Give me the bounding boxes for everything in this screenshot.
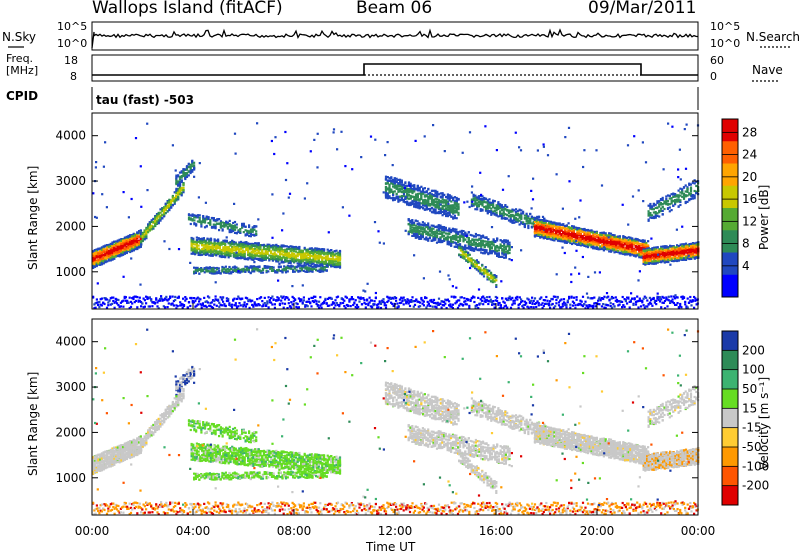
nave-tick-0: 0 (710, 70, 717, 83)
ytick-label: 2000 (55, 425, 86, 439)
colorbar-swatch (722, 230, 738, 253)
xtick-label: 04:00 (176, 524, 211, 538)
colorbar-swatch (722, 185, 738, 209)
power-yticks: 4000 3000 2000 1000 (55, 129, 698, 279)
xtick-label: 00:00 (75, 524, 110, 538)
freq-unit: [MHz] (6, 64, 38, 77)
colorbar-swatch (722, 119, 738, 142)
colorbar-tick-label: 8 (742, 237, 750, 251)
freq-label: Freq. (6, 52, 33, 65)
colorbar-tick-label: 50 (742, 382, 757, 396)
colorbar-swatch (722, 331, 738, 351)
xtick-label: 00:00 (681, 524, 716, 538)
colorbar-swatch (722, 447, 738, 467)
velocity-yticks: 4000 3000 2000 1000 (55, 335, 698, 485)
xtick-label: 12:00 (378, 524, 413, 538)
ytick-label: 4000 (55, 335, 86, 349)
colorbar-swatch (722, 408, 738, 429)
colorbar-swatch (722, 208, 738, 231)
power-colorbar-label: Power [dB] (757, 185, 771, 250)
colorbar-swatch (722, 427, 738, 448)
power-frame (91, 112, 699, 310)
cpid-text: tau (fast) -503 (96, 93, 194, 107)
velocity-panel: 4000 3000 2000 1000 Slant Range [km] 200 100… (26, 303, 771, 554)
power-colorbar: 28 24 20 16 12 8 4 (721, 118, 757, 298)
xtick-label: 20:00 (580, 524, 615, 538)
colorbar-swatch (722, 389, 738, 409)
colorbar-swatch (722, 252, 738, 276)
colorbar-tick-label: -50 (742, 440, 762, 454)
ytick-label: 3000 (55, 174, 86, 188)
velocity-colorbar-label: Velocity [m s⁻¹] (757, 377, 771, 470)
freq-panel: Freq. [MHz] 18 8 60 0 Nave (6, 52, 783, 83)
colorbar-tick-label: -200 (742, 479, 769, 493)
nave-label: Nave (752, 63, 783, 77)
time-xticks: 00:00 04:00 08:00 12:00 16:00 20:00 00:00 (75, 303, 716, 538)
ytick-label: 1000 (55, 471, 86, 485)
colorbar-tick-label: 28 (742, 125, 757, 139)
ytick-label: 4000 (55, 129, 86, 143)
xtick-label: 16:00 (479, 524, 514, 538)
colorbar-tick-label: 16 (742, 192, 757, 206)
colorbar-swatch (722, 369, 738, 390)
freq-tick-8: 8 (70, 70, 77, 83)
ytick-label: 2000 (55, 219, 86, 233)
nave-tick-60: 60 (710, 54, 724, 67)
noise-right-label: N.Search (746, 30, 800, 44)
ytick-label: 1000 (55, 265, 86, 279)
noise-scale-top-right: 10^5 (710, 20, 740, 33)
freq-tick-18: 18 (64, 54, 78, 67)
colorbar-tick-label: 12 (742, 214, 757, 228)
colorbar-swatch (722, 163, 738, 187)
power-panel: 4000 3000 2000 1000 Slant Range [km] 28 24 20… (26, 112, 771, 310)
colorbar-tick-label: 15 (742, 401, 757, 415)
velocity-data-cells (92, 328, 700, 516)
noise-scale-bottom-right: 10^0 (710, 37, 740, 50)
velocity-ylabel: Slant Range [km] (26, 372, 40, 476)
colorbar-tick-label: -100 (742, 459, 769, 473)
time-xlabel: Time UT (365, 540, 416, 554)
power-data-cells (92, 122, 700, 310)
cpid-label: CPID (6, 89, 38, 103)
colorbar-tick-label: 100 (742, 363, 765, 377)
station-title: Wallops Island (fitACF) (92, 0, 283, 18)
power-ylabel: Slant Range [km] (26, 166, 40, 270)
noise-panel: N.Sky 10^5 10^0 10^5 10^0 N.Search (2, 20, 800, 51)
beam-title: Beam 06 (356, 0, 433, 18)
noise-sky-line (91, 28, 699, 49)
colorbar-swatch (722, 274, 738, 298)
ytick-label: 3000 (55, 380, 86, 394)
freq-line (92, 63, 698, 76)
colorbar-swatch (722, 141, 738, 164)
noise-scale-top-left: 10^5 (57, 20, 87, 33)
colorbar-swatch (722, 350, 738, 371)
velocity-colorbar: 200 100 50 15 -15 -50 -100 -200 (721, 330, 769, 506)
colorbar-tick-label: 200 (742, 343, 765, 357)
velocity-frame (91, 318, 699, 516)
noise-scale-bottom-left: 10^0 (57, 37, 87, 50)
colorbar-tick-label: -15 (742, 421, 762, 435)
colorbar-tick-label: 20 (742, 170, 757, 184)
colorbar-tick-label: 24 (742, 148, 757, 162)
colorbar-tick-label: 4 (742, 259, 750, 273)
noise-left-label: N.Sky (2, 30, 36, 44)
colorbar-swatch (722, 466, 738, 487)
xtick-label: 08:00 (277, 524, 312, 538)
date-title: 09/Mar/2011 (588, 0, 697, 18)
colorbar-swatch (722, 485, 738, 506)
cpid-panel: CPID tau (fast) -503 (6, 87, 699, 110)
